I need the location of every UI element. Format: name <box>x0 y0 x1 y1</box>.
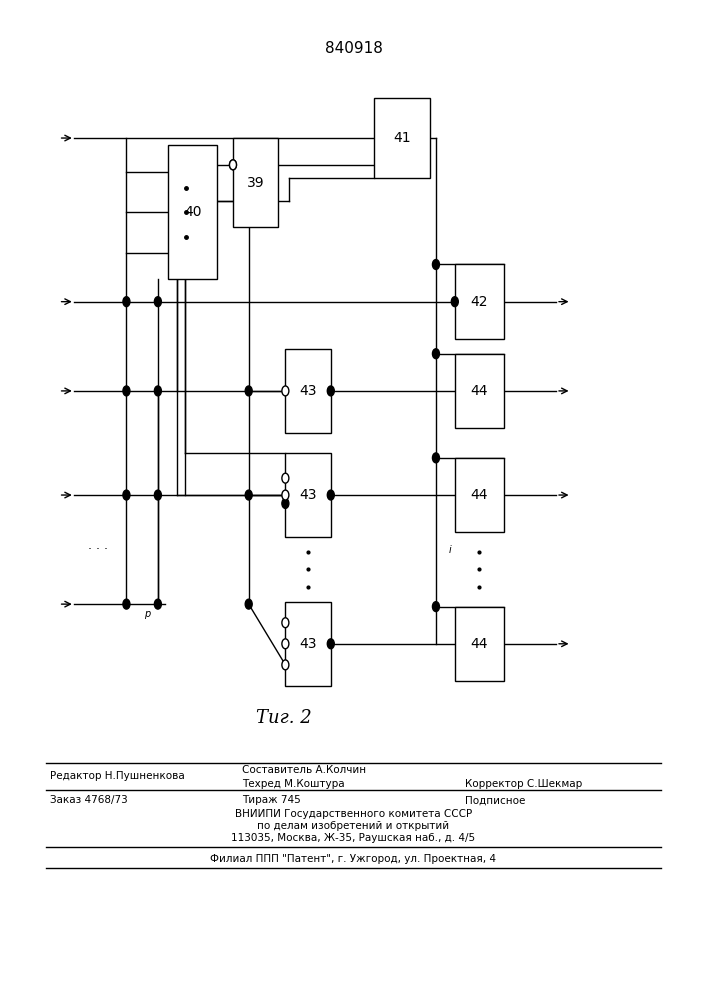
Text: 43: 43 <box>299 488 317 502</box>
Text: 44: 44 <box>471 637 488 651</box>
Circle shape <box>245 386 252 396</box>
Bar <box>286 602 331 686</box>
Circle shape <box>245 599 252 609</box>
Circle shape <box>154 386 161 396</box>
Circle shape <box>154 599 161 609</box>
Text: 43: 43 <box>299 384 317 398</box>
Bar <box>455 458 503 532</box>
Text: 39: 39 <box>247 176 264 190</box>
Circle shape <box>123 599 130 609</box>
Text: Техред М.Коштура: Техред М.Коштура <box>242 779 344 789</box>
Circle shape <box>327 639 334 649</box>
Circle shape <box>282 660 289 670</box>
Circle shape <box>282 639 289 649</box>
Text: · · ·: · · · <box>88 543 108 556</box>
Text: ВНИИПИ Государственного комитета СССР: ВНИИПИ Государственного комитета СССР <box>235 809 472 819</box>
Circle shape <box>123 386 130 396</box>
Text: 43: 43 <box>299 637 317 651</box>
Circle shape <box>433 602 440 612</box>
Text: 41: 41 <box>394 131 411 145</box>
Bar <box>455 354 503 428</box>
Bar <box>455 607 503 681</box>
Text: по делам изобретений и открытий: по делам изобретений и открытий <box>257 821 450 831</box>
Bar <box>286 349 331 433</box>
Text: 44: 44 <box>471 384 488 398</box>
Circle shape <box>230 160 236 170</box>
Text: i: i <box>448 545 451 555</box>
Bar <box>286 453 331 537</box>
Text: 42: 42 <box>471 295 488 309</box>
Text: Τиг. 2: Τиг. 2 <box>256 709 312 727</box>
Text: 44: 44 <box>471 488 488 502</box>
Circle shape <box>282 618 289 628</box>
Circle shape <box>282 473 289 483</box>
Circle shape <box>282 490 289 500</box>
Circle shape <box>451 297 458 307</box>
Text: 113035, Москва, Ж-35, Раушская наб., д. 4/5: 113035, Москва, Ж-35, Раушская наб., д. … <box>231 833 476 843</box>
Text: Заказ 4768/73: Заказ 4768/73 <box>49 795 127 805</box>
Text: Тираж 745: Тираж 745 <box>242 795 300 805</box>
Bar <box>168 145 217 279</box>
Text: 840918: 840918 <box>325 41 382 56</box>
Circle shape <box>282 499 289 508</box>
Text: Филиал ППП "Патент", г. Ужгород, ул. Проектная, 4: Филиал ППП "Патент", г. Ужгород, ул. Про… <box>211 854 496 864</box>
Circle shape <box>123 490 130 500</box>
Bar <box>375 98 431 178</box>
Circle shape <box>327 490 334 500</box>
Circle shape <box>230 160 236 170</box>
Circle shape <box>282 386 289 396</box>
Bar <box>455 264 503 339</box>
Circle shape <box>154 490 161 500</box>
Text: Составитель А.Колчин: Составитель А.Колчин <box>242 765 366 775</box>
Circle shape <box>245 490 252 500</box>
Circle shape <box>123 297 130 307</box>
Text: p: p <box>144 609 151 619</box>
Text: Подписное: Подписное <box>465 795 526 805</box>
Circle shape <box>433 260 440 269</box>
Text: Редактор Н.Пушненкова: Редактор Н.Пушненкова <box>49 771 185 781</box>
Text: Корректор С.Шекмар: Корректор С.Шекмар <box>465 779 583 789</box>
Bar <box>233 138 279 227</box>
Circle shape <box>327 386 334 396</box>
Text: 40: 40 <box>184 205 201 219</box>
Circle shape <box>433 453 440 463</box>
Circle shape <box>433 349 440 359</box>
Circle shape <box>154 297 161 307</box>
